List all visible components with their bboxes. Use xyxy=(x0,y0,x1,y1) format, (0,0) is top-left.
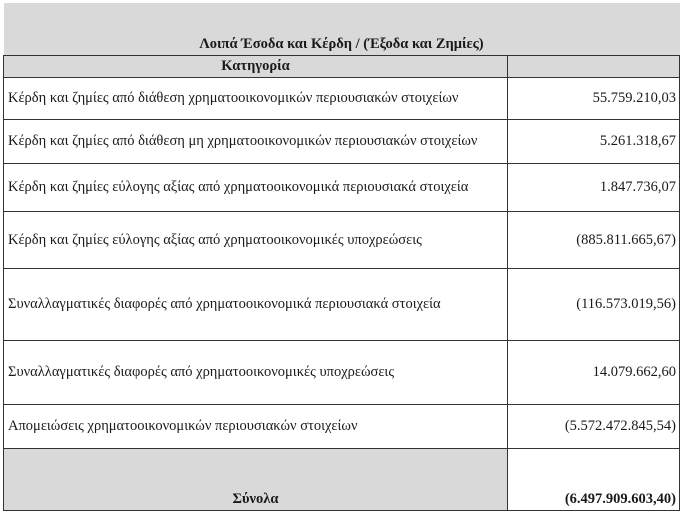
header-row: Κατηγορία xyxy=(3,55,680,78)
row-value: 5.261.318,67 xyxy=(507,119,680,164)
row-label: Απομειώσεις χρηματοοικονομικών περιουσια… xyxy=(3,404,508,449)
table-title: Λοιπά Έσοδα και Κέρδη / (Έξοδα και Ζημίε… xyxy=(3,3,680,56)
row-value: 1.847.736,07 xyxy=(507,163,680,212)
table-row: Κέρδη και ζημίες εύλογης αξίας από χρημα… xyxy=(3,163,680,212)
total-value: (6.497.909.603,40) xyxy=(507,448,680,511)
column-header-category: Κατηγορία xyxy=(3,55,508,78)
table-row: Κέρδη και ζημίες από διάθεση χρηματοοικο… xyxy=(3,77,680,120)
table-row: Συναλλαγματικές διαφορές από χρηματοοικο… xyxy=(3,340,680,405)
column-header-value xyxy=(507,55,680,78)
table-row: Κέρδη και ζημίες εύλογης αξίας από χρημα… xyxy=(3,211,680,269)
row-label: Συναλλαγματικές διαφορές από χρηματοοικο… xyxy=(3,268,508,341)
row-label: Συναλλαγματικές διαφορές από χρηματοοικο… xyxy=(3,340,508,405)
income-table: Λοιπά Έσοδα και Κέρδη / (Έξοδα και Ζημίε… xyxy=(3,3,680,511)
row-value: (885.811.665,67) xyxy=(507,211,680,269)
title-row: Λοιπά Έσοδα και Κέρδη / (Έξοδα και Ζημίε… xyxy=(3,3,680,56)
row-label: Κέρδη και ζημίες εύλογης αξίας από χρημα… xyxy=(3,211,508,269)
row-value: 14.079.662,60 xyxy=(507,340,680,405)
row-label: Κέρδη και ζημίες από διάθεση μη χρηματοο… xyxy=(3,119,508,164)
total-label: Σύνολα xyxy=(3,448,508,511)
table-row: Συναλλαγματικές διαφορές από χρηματοοικο… xyxy=(3,268,680,341)
row-label: Κέρδη και ζημίες εύλογης αξίας από χρημα… xyxy=(3,163,508,212)
row-value: 55.759.210,03 xyxy=(507,77,680,120)
row-value: (116.573.019,56) xyxy=(507,268,680,341)
total-row: Σύνολα (6.497.909.603,40) xyxy=(3,448,680,511)
table-row: Απομειώσεις χρηματοοικονομικών περιουσια… xyxy=(3,404,680,449)
row-value: (5.572.472.845,54) xyxy=(507,404,680,449)
row-label: Κέρδη και ζημίες από διάθεση χρηματοοικο… xyxy=(3,77,508,120)
table-row: Κέρδη και ζημίες από διάθεση μη χρηματοο… xyxy=(3,119,680,164)
